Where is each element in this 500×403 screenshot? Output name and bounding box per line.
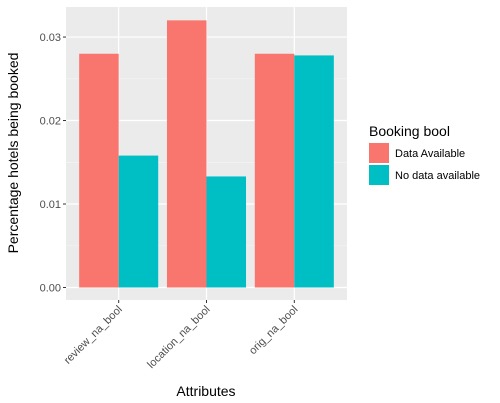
y-axis-ticks: 0.00 0.01 0.02 0.03 bbox=[40, 32, 66, 294]
x-axis-title: Attributes bbox=[176, 383, 235, 399]
legend-swatch-no-data-available bbox=[369, 165, 389, 185]
legend: Booking bool Data Available No data avai… bbox=[369, 123, 480, 185]
bar bbox=[118, 155, 159, 288]
y-tick-label: 0.01 bbox=[40, 199, 61, 211]
bar bbox=[166, 20, 207, 288]
bar bbox=[254, 53, 295, 288]
y-tick-label: 0.00 bbox=[40, 282, 61, 294]
legend-swatch-data-available bbox=[369, 143, 389, 163]
bar bbox=[79, 53, 119, 288]
bar bbox=[294, 55, 334, 288]
y-tick-label: 0.02 bbox=[40, 116, 61, 128]
bar bbox=[206, 176, 247, 288]
legend-label-no-data-available: No data available bbox=[395, 170, 480, 182]
x-tick-label: review_na_bool bbox=[62, 304, 125, 367]
x-tick-label: location_na_bool bbox=[145, 304, 212, 371]
y-tick-label: 0.03 bbox=[40, 32, 61, 44]
bars bbox=[79, 20, 334, 288]
x-axis-ticks: review_na_bool location_na_bool orig_na_bo… bbox=[62, 300, 300, 371]
y-axis-title: Percentage hotels being booked bbox=[5, 53, 21, 254]
legend-title: Booking bool bbox=[369, 123, 450, 139]
x-tick-label: orig_na_bool bbox=[247, 304, 300, 357]
legend-label-data-available: Data Available bbox=[395, 148, 465, 160]
